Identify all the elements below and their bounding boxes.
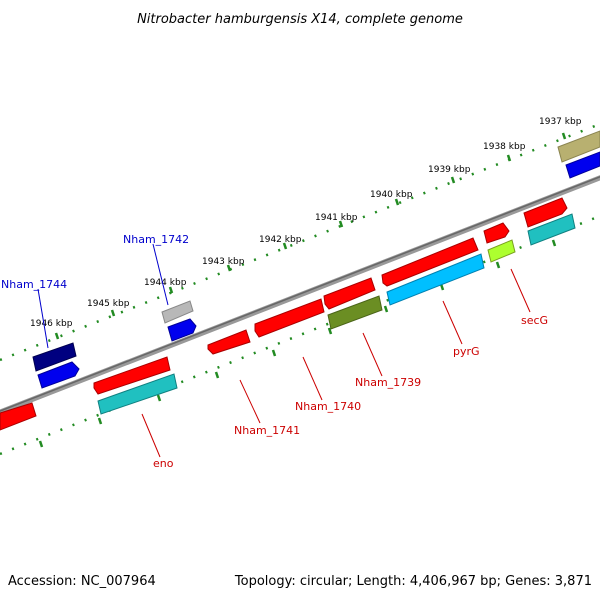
gene-label-secg[interactable]: secG <box>521 314 548 327</box>
gene-silver-1744[interactable] <box>161 300 194 324</box>
tick-label: 1937 kbp <box>539 117 582 127</box>
gene-lime[interactable] <box>487 239 516 263</box>
topology-text: Topology: circular; Length: 4,406,967 bp… <box>234 574 592 589</box>
tick-label: 1946 kbp <box>30 319 73 329</box>
tick-label: 1943 kbp <box>202 257 245 267</box>
gene-label-eno[interactable]: eno <box>153 457 174 470</box>
gene-labels: Nham_1742 Nham_1744 secG pyrG Nham_1739 … <box>1 233 548 470</box>
tick-label: 1945 kbp <box>87 299 130 309</box>
gene-label-nham-1741[interactable]: Nham_1741 <box>234 424 300 437</box>
tick-label: 1942 kbp <box>259 235 302 245</box>
outer-strand-genes <box>32 130 600 389</box>
gene-red-eno[interactable] <box>93 356 171 395</box>
gene-label-nham-1744[interactable]: Nham_1744 <box>1 278 67 291</box>
gene-red-secG[interactable] <box>523 197 568 228</box>
map-title: Nitrobacter hamburgensis X14, complete g… <box>137 12 463 27</box>
genome-backbone <box>0 175 600 415</box>
gene-red-small[interactable] <box>483 222 510 244</box>
tick-label: 1941 kbp <box>315 213 358 223</box>
gene-label-nham-1742[interactable]: Nham_1742 <box>123 233 189 246</box>
gene-red-1739[interactable] <box>323 277 376 310</box>
tick-label: 1944 kbp <box>144 278 187 288</box>
gene-cyan-eno[interactable] <box>97 373 178 415</box>
gene-label-nham-1739[interactable]: Nham_1739 <box>355 376 421 389</box>
gene-blue-1746[interactable] <box>37 361 80 389</box>
gene-olive-1739[interactable] <box>327 295 383 330</box>
gene-red-left[interactable] <box>0 402 37 431</box>
gene-blue-1744[interactable] <box>167 318 197 342</box>
gene-blue-1937[interactable] <box>565 151 600 179</box>
accession-text: Accession: NC_007964 <box>8 574 156 589</box>
gene-red-1740[interactable] <box>254 298 325 338</box>
tick-label: 1939 kbp <box>428 165 471 175</box>
gene-cyan-secG[interactable] <box>527 213 576 246</box>
inner-ring-ticks <box>38 239 557 448</box>
gene-khaki[interactable] <box>557 130 600 163</box>
gene-red-1741[interactable] <box>207 329 251 355</box>
gene-label-nham-1740[interactable]: Nham_1740 <box>295 400 361 413</box>
kbp-scale: 1937 kbp 1938 kbp 1939 kbp 1940 kbp 1941… <box>30 117 582 340</box>
tick-label: 1940 kbp <box>370 190 413 200</box>
label-leaders <box>37 243 531 458</box>
inner-strand-genes <box>0 197 576 431</box>
gene-skyblue-pyrG[interactable] <box>386 253 485 306</box>
gene-red-pyrG[interactable] <box>381 237 479 287</box>
gene-label-pyrg[interactable]: pyrG <box>453 345 480 358</box>
tick-label: 1938 kbp <box>483 142 526 152</box>
gene-navy-1744[interactable] <box>32 342 77 372</box>
